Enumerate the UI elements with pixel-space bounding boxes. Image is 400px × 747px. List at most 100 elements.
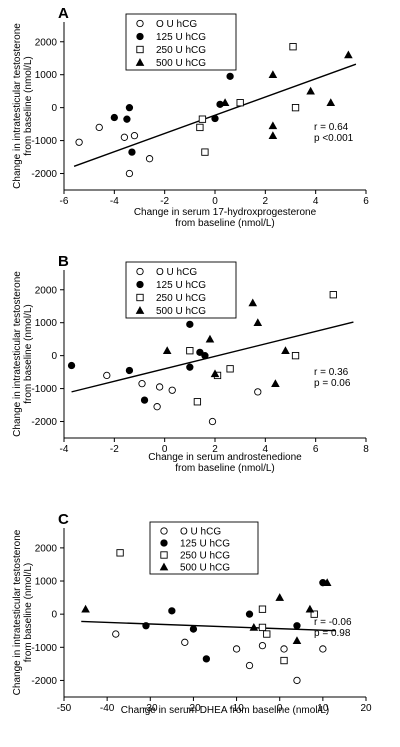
y-tick-label: 2000	[35, 543, 58, 554]
x-tick-label: 0	[212, 196, 218, 207]
legend-label: 125 U hCG	[156, 32, 206, 43]
data-point	[130, 131, 139, 140]
y-tick-label: -2000	[31, 169, 57, 180]
data-point	[292, 636, 302, 645]
x-tick-label: -40	[100, 703, 115, 714]
data-point	[201, 351, 209, 360]
legend-label: O U hCG	[156, 267, 197, 278]
data-point	[275, 593, 285, 601]
legend-label: O U hCG	[180, 527, 221, 538]
legend-marker	[136, 19, 144, 28]
data-point	[289, 43, 297, 51]
data-point	[211, 114, 219, 123]
data-point	[205, 334, 215, 343]
stats-label: p = 0.06	[314, 378, 351, 389]
data-point	[208, 417, 217, 426]
data-point	[186, 363, 194, 371]
data-point	[112, 630, 120, 638]
x-tick-label: 2	[212, 444, 218, 455]
y-tick-label: 2000	[35, 285, 58, 296]
legend-label: 500 U hCG	[180, 563, 230, 574]
data-point	[306, 86, 315, 95]
data-point	[226, 365, 234, 373]
data-point	[103, 371, 111, 380]
y-tick-label: 1000	[35, 577, 58, 588]
x-tick-label: -4	[60, 444, 69, 455]
data-point	[145, 155, 154, 163]
y-tick-label: -2000	[31, 417, 57, 428]
legend-label: 250 U hCG	[156, 45, 206, 56]
legend-label: 125 U hCG	[156, 280, 206, 291]
data-point	[116, 549, 124, 557]
legend-label: 250 U hCG	[180, 551, 230, 562]
y-axis-label: from baseline (nmol/L)	[23, 563, 34, 662]
data-point	[319, 645, 327, 653]
data-point	[181, 638, 189, 646]
x-axis-label: from baseline (nmol/L)	[175, 218, 274, 229]
data-point	[322, 578, 332, 587]
legend-label: 500 U hCG	[156, 306, 206, 317]
y-tick-label: 1000	[35, 70, 58, 81]
legend-marker	[159, 562, 169, 571]
x-tick-label: -20	[186, 703, 201, 714]
y-axis-label: Change in intratesticular testosterone	[12, 271, 23, 437]
data-point	[263, 630, 271, 638]
data-point	[293, 676, 301, 685]
y-tick-label: -1000	[31, 384, 57, 395]
data-point	[128, 148, 136, 156]
x-tick-label: -2	[110, 444, 119, 455]
stats-label: r = 0.36	[314, 367, 349, 378]
stats-label: r = -0.06	[314, 617, 352, 628]
regression-line	[81, 620, 336, 632]
x-tick-label: -30	[143, 703, 158, 714]
x-tick-label: 6	[313, 444, 319, 455]
legend-marker	[136, 280, 144, 289]
data-point	[245, 661, 254, 670]
data-point	[268, 70, 278, 79]
x-tick-label: 20	[360, 703, 372, 714]
data-point	[226, 72, 234, 81]
stats-label: p <0.001	[314, 133, 354, 144]
data-point	[326, 98, 336, 107]
data-point	[293, 622, 301, 630]
data-point	[123, 115, 131, 123]
legend-label: O U hCG	[156, 19, 197, 30]
data-point	[67, 361, 76, 370]
legend-marker	[136, 293, 144, 302]
y-axis-label: from baseline (nmol/L)	[23, 304, 34, 403]
data-point	[120, 133, 129, 141]
x-tick-label: 0	[277, 703, 283, 714]
data-point	[258, 623, 267, 632]
stats-label: p = 0.98	[314, 628, 351, 639]
data-point	[125, 366, 134, 375]
data-point	[75, 138, 83, 146]
data-point	[125, 103, 134, 112]
x-tick-label: -6	[60, 196, 69, 207]
data-point	[236, 99, 244, 107]
x-tick-label: 4	[313, 196, 319, 207]
data-point	[291, 351, 300, 360]
legend-box	[125, 261, 237, 319]
y-tick-label: 0	[51, 103, 57, 114]
y-tick-label: -1000	[31, 136, 57, 147]
data-point	[155, 383, 164, 391]
regression-line	[71, 321, 354, 393]
data-point	[186, 320, 194, 329]
legend-marker	[136, 267, 144, 276]
x-tick-label: 10	[317, 703, 329, 714]
y-tick-label: 1000	[35, 318, 58, 329]
data-point	[168, 607, 176, 615]
x-tick-label: -10	[229, 703, 244, 714]
stats-label: r = 0.64	[314, 122, 349, 133]
data-point	[220, 98, 230, 107]
legend-marker	[160, 527, 168, 535]
data-point	[268, 131, 278, 139]
panel-letter: B	[58, 253, 69, 270]
data-point	[271, 379, 280, 387]
x-tick-label: 4	[263, 444, 269, 455]
y-tick-label: 0	[51, 351, 57, 362]
y-tick-label: 2000	[35, 37, 58, 48]
legend-box	[125, 13, 237, 71]
